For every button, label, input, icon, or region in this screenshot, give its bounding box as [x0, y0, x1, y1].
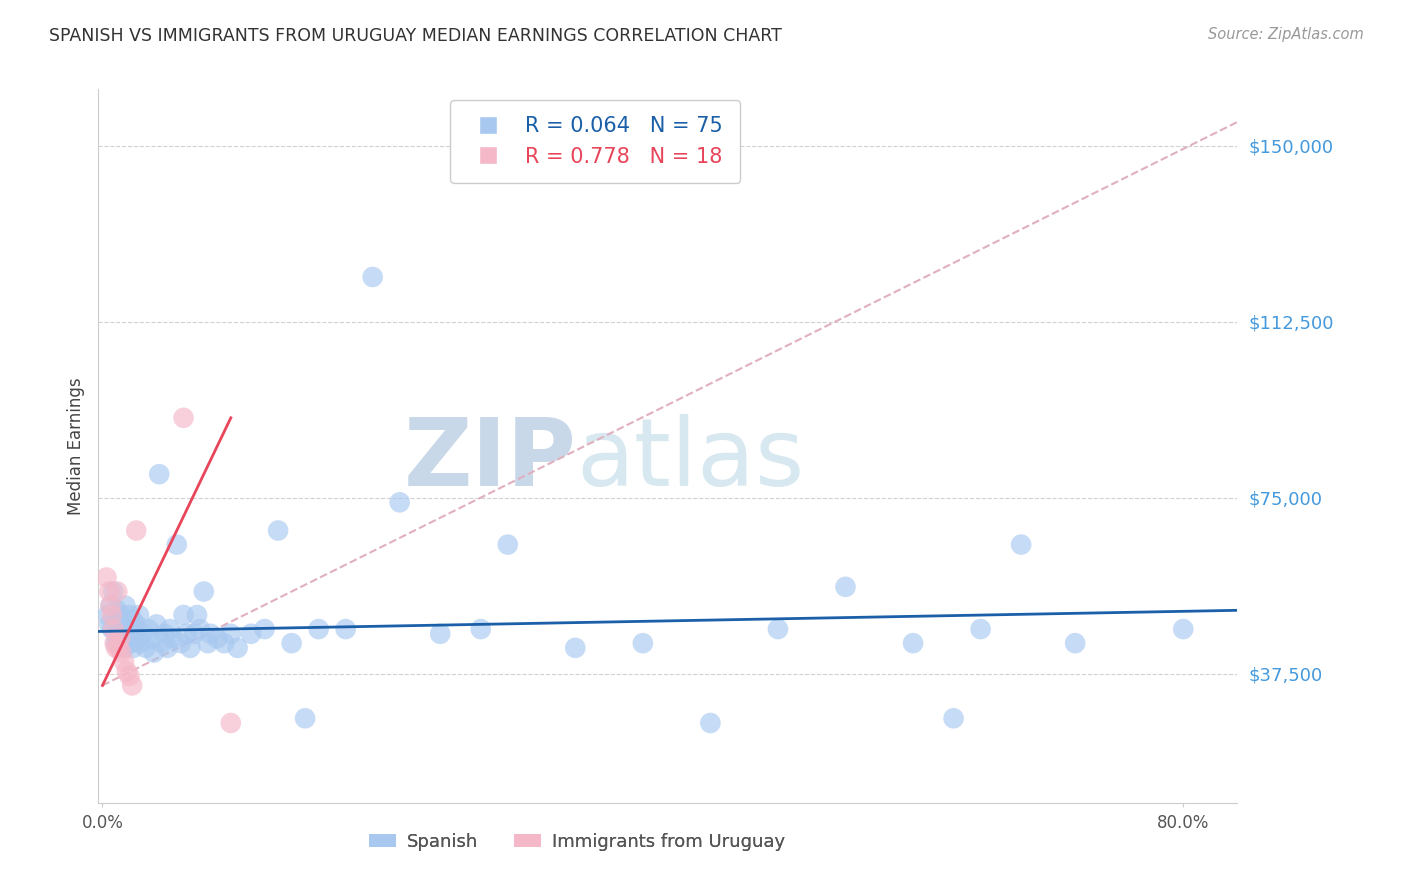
Y-axis label: Median Earnings: Median Earnings — [66, 377, 84, 515]
Point — [105, 603, 128, 617]
Point — [138, 622, 160, 636]
Point — [631, 636, 654, 650]
Point — [170, 636, 193, 650]
Point — [388, 495, 411, 509]
Text: SPANISH VS IMMIGRANTS FROM URUGUAY MEDIAN EARNINGS CORRELATION CHART: SPANISH VS IMMIGRANTS FROM URUGUAY MEDIA… — [49, 27, 782, 45]
Point — [104, 640, 127, 655]
Point — [104, 636, 127, 650]
Point — [901, 636, 924, 650]
Point — [496, 538, 519, 552]
Point — [294, 711, 316, 725]
Point — [1064, 636, 1087, 650]
Point — [112, 655, 135, 669]
Point — [135, 640, 157, 655]
Point — [118, 607, 141, 622]
Point — [107, 632, 129, 646]
Point — [308, 622, 330, 636]
Point — [197, 636, 219, 650]
Point — [127, 632, 149, 646]
Point — [103, 584, 125, 599]
Point — [156, 640, 179, 655]
Point — [226, 640, 249, 655]
Point — [219, 716, 242, 731]
Point — [174, 627, 197, 641]
Legend: Spanish, Immigrants from Uruguay: Spanish, Immigrants from Uruguay — [361, 826, 792, 858]
Text: ZIP: ZIP — [404, 414, 576, 507]
Point — [115, 665, 138, 679]
Point — [153, 627, 176, 641]
Point — [108, 632, 131, 646]
Point — [429, 627, 451, 641]
Point — [1173, 622, 1195, 636]
Point — [98, 617, 121, 632]
Text: Source: ZipAtlas.com: Source: ZipAtlas.com — [1208, 27, 1364, 42]
Point — [112, 640, 135, 655]
Point — [129, 636, 152, 650]
Point — [173, 410, 195, 425]
Point — [108, 607, 131, 622]
Point — [121, 613, 143, 627]
Point — [361, 270, 384, 285]
Point — [122, 640, 145, 655]
Point — [150, 636, 173, 650]
Text: atlas: atlas — [576, 414, 806, 507]
Point — [101, 607, 124, 622]
Point — [186, 607, 208, 622]
Point — [114, 599, 136, 613]
Point — [145, 617, 167, 632]
Point — [240, 627, 263, 641]
Point — [942, 711, 965, 725]
Point — [179, 640, 201, 655]
Point — [280, 636, 302, 650]
Point — [121, 678, 143, 692]
Point — [564, 640, 586, 655]
Point — [96, 570, 118, 584]
Point — [100, 599, 122, 613]
Point — [253, 622, 276, 636]
Point — [120, 636, 142, 650]
Point — [200, 627, 222, 641]
Point — [159, 622, 181, 636]
Point — [101, 622, 124, 636]
Point — [193, 584, 215, 599]
Point — [267, 524, 290, 538]
Point — [212, 636, 235, 650]
Point — [98, 584, 121, 599]
Point — [117, 632, 139, 646]
Point — [148, 467, 170, 482]
Point — [699, 716, 721, 731]
Point — [1010, 538, 1032, 552]
Point — [139, 632, 162, 646]
Point — [107, 640, 129, 655]
Point — [969, 622, 991, 636]
Point — [100, 599, 122, 613]
Point — [834, 580, 856, 594]
Point — [183, 627, 205, 641]
Point — [128, 607, 150, 622]
Point — [188, 622, 211, 636]
Point — [125, 617, 148, 632]
Point — [104, 613, 127, 627]
Point — [111, 617, 134, 632]
Point — [118, 669, 141, 683]
Point — [125, 524, 148, 538]
Point — [103, 622, 125, 636]
Point — [142, 646, 165, 660]
Point — [470, 622, 492, 636]
Point — [166, 538, 188, 552]
Point — [104, 636, 127, 650]
Point — [219, 627, 242, 641]
Point — [97, 607, 120, 622]
Point — [173, 607, 195, 622]
Point — [124, 627, 146, 641]
Point — [110, 627, 132, 641]
Point — [105, 584, 128, 599]
Point — [110, 646, 132, 660]
Point — [335, 622, 357, 636]
Point — [766, 622, 789, 636]
Point — [162, 632, 184, 646]
Point — [207, 632, 229, 646]
Point — [132, 627, 155, 641]
Point — [115, 622, 138, 636]
